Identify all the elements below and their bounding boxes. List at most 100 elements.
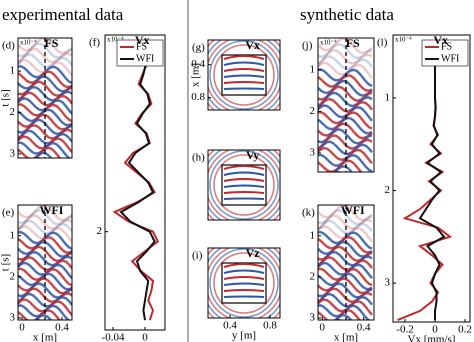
panel-title: FS [346, 36, 360, 50]
panel-title: WFI [341, 203, 365, 217]
wavefield-stripe [18, 169, 72, 181]
field-pattern [223, 87, 265, 90]
panel-frame [104, 34, 166, 331]
wavefield-stripe [18, 164, 72, 177]
wavefield-stripe [18, 175, 72, 191]
y-tick-label: 2 [385, 184, 391, 196]
panel-content [208, 248, 280, 318]
wavefield-stripe [335, 170, 343, 172]
panel-frame [207, 247, 281, 319]
y-axis-label: t [s] [0, 89, 12, 106]
y-tick-label: 2 [310, 105, 316, 117]
x-tick-label: 0.4 [55, 322, 69, 334]
field-pattern [223, 197, 265, 200]
y-tick-label: 3 [10, 311, 16, 323]
panel-label: (l) [377, 37, 388, 49]
field-pattern [223, 269, 265, 274]
x-tick-label: 0 [19, 322, 25, 334]
axis-multiplier: x10⁻⁴ [395, 36, 412, 44]
panel-content [208, 150, 280, 220]
trace-line [112, 44, 160, 321]
wavefield-stripe [334, 314, 353, 320]
field-pattern [223, 81, 265, 84]
wavefield-stripe [318, 140, 373, 156]
x-tick-label: 0.4 [223, 320, 237, 332]
wavefield-stripe [318, 116, 373, 135]
wavefield-stripe [318, 277, 373, 295]
panel-title: Vx [245, 38, 260, 52]
x-tick-label: 0.2 [458, 324, 472, 336]
field-pattern [223, 282, 265, 286]
panel-frame [317, 204, 375, 321]
wave-ring [213, 252, 275, 314]
header-synthetic: synthetic data [300, 5, 394, 24]
y-tick-label: 2 [10, 270, 16, 282]
wavefield-stripe [318, 42, 373, 60]
wave-ring [209, 40, 279, 110]
x-axis-label: x [m] [33, 332, 57, 342]
y-tick-label: 1 [310, 63, 316, 75]
x-tick-label: -0.04 [102, 332, 125, 342]
wavefield-stripe [318, 309, 362, 320]
x-tick-label: 0.8 [263, 320, 277, 332]
panel-label: (e) [2, 207, 15, 219]
wavefield-stripe [318, 159, 363, 172]
x-tick-label: 0 [432, 324, 438, 336]
x-tick-label: 0 [319, 322, 325, 334]
panel-content [318, 205, 373, 320]
field-pattern [223, 74, 265, 78]
wave-ring [213, 44, 275, 106]
trace-line [119, 44, 156, 321]
field-pattern [223, 61, 265, 66]
wavefield-stripe [18, 250, 72, 267]
y-tick-label: 3 [310, 146, 316, 158]
panel-frame [392, 34, 471, 323]
panel-frame [207, 149, 281, 221]
wavefield-stripe [318, 97, 373, 113]
y-tick-label: 3 [385, 277, 391, 289]
legend-box [421, 39, 469, 67]
panel-label: (k) [302, 207, 315, 219]
axis-multiplier: x10⁻⁴ [107, 36, 124, 44]
panel-content [397, 42, 453, 322]
x-tick-label: 0.4 [357, 322, 371, 334]
panel-frame [317, 37, 375, 173]
panel-frame [17, 37, 73, 159]
axis-multiplier: x10⁻⁴ [320, 39, 337, 47]
wavefield-stripe [35, 156, 43, 158]
wavefield-stripe [318, 74, 373, 92]
field-pattern [223, 276, 265, 280]
wavefield-stripe [318, 49, 373, 65]
wavefield-stripe [318, 91, 373, 108]
panel-content [318, 38, 373, 196]
y-tick-label: 2 [10, 106, 16, 118]
legend-label: FS [136, 41, 147, 52]
wavefield-stripe [18, 47, 72, 64]
trace-line [418, 42, 446, 321]
panel-label: (j) [302, 40, 313, 52]
legend-label: WFI [136, 53, 154, 64]
y-tick-label: 2 [97, 225, 103, 237]
field-pattern [223, 178, 265, 182]
panel-label: (g) [192, 42, 205, 54]
wavefield-stripe [18, 113, 72, 131]
wavefield-stripe [318, 250, 373, 267]
x-tick-label: 0 [142, 332, 148, 342]
field-pattern [223, 289, 265, 292]
axis-multiplier: x10⁻⁴ [20, 39, 37, 47]
legend-label: WFI [441, 53, 459, 64]
wavefield-stripe [18, 70, 72, 89]
field-pattern [223, 184, 265, 188]
y-tick-label: 1 [310, 229, 316, 241]
x-axis-label: Vx [mm/s] [408, 334, 456, 342]
wavefield-stripe [318, 134, 373, 150]
wavefield-stripe [318, 55, 373, 71]
panel-title: Vx [135, 33, 150, 47]
trace-line [397, 42, 453, 322]
wavefield-stripe [318, 184, 372, 196]
field-pattern [223, 55, 265, 60]
field-pattern [223, 68, 265, 72]
y-tick-label: 3 [310, 311, 316, 323]
